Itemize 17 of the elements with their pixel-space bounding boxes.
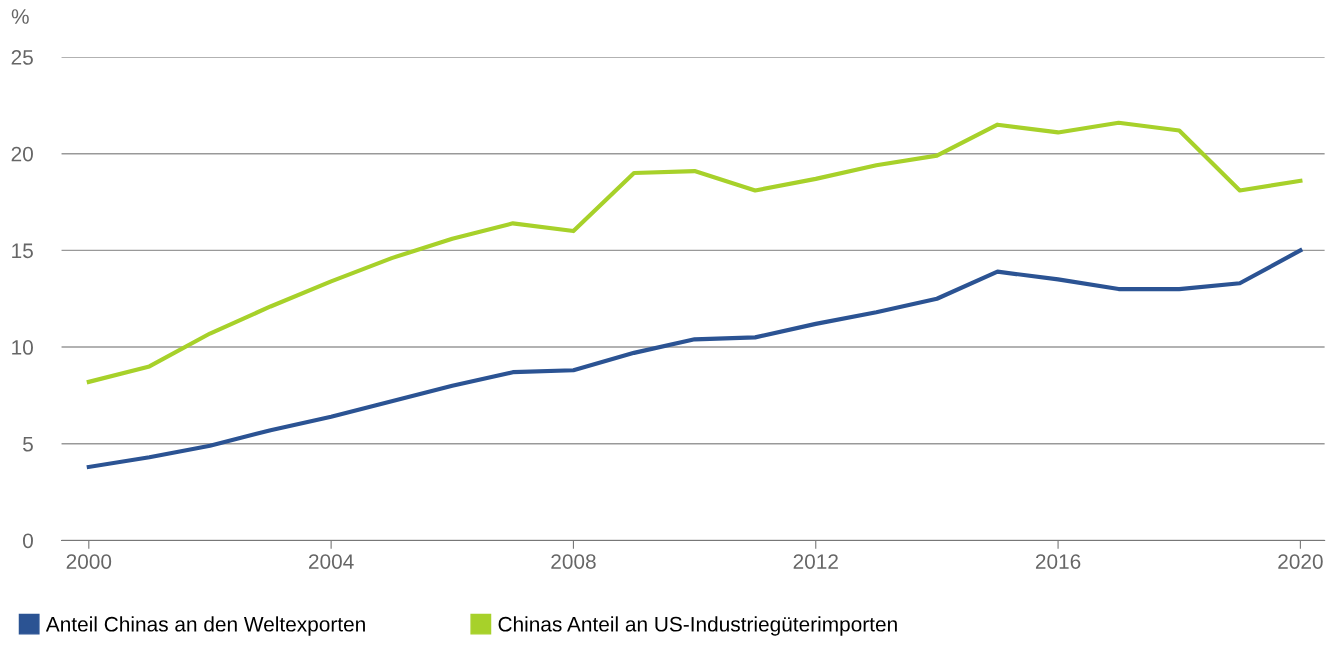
y-tick-label: 15 xyxy=(12,243,33,259)
line-series xyxy=(86,120,1303,384)
legend-label: Anteil Chinas an den Weltexporten xyxy=(45,616,365,636)
y-tick-label: 20 xyxy=(11,146,33,162)
y-tick-label: 10 xyxy=(12,340,33,355)
y-tick-label: 5 xyxy=(23,436,33,452)
x-tick-label: 2012 xyxy=(793,554,838,569)
x-tick-label: 2008 xyxy=(551,554,596,569)
legend-label: Chinas Anteil an US-Industriegüterimporten xyxy=(498,616,897,636)
y-axis-title: % xyxy=(11,9,29,24)
x-tick-label: 2020 xyxy=(1278,554,1323,569)
x-tick-label: 2000 xyxy=(66,554,112,569)
line-series xyxy=(86,248,1303,470)
x-tick-label: 2004 xyxy=(309,554,354,569)
y-tick-label: 25 xyxy=(11,50,33,65)
x-tick-label: 2016 xyxy=(1035,554,1081,569)
y-tick-label: 0 xyxy=(23,533,33,549)
